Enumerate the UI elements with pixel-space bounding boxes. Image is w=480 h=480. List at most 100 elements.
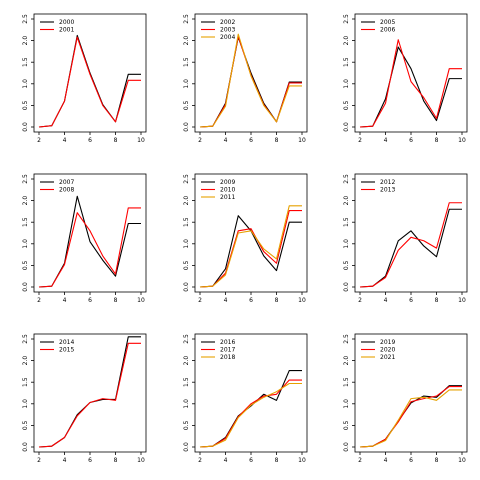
legend-label-2007: 2007 [59, 179, 74, 186]
x-tick-label: 6 [249, 137, 253, 144]
y-tick-label: 0.5 [343, 100, 350, 110]
series-line-2006 [359, 39, 462, 128]
y-tick-label: 1.5 [22, 377, 29, 387]
y-tick-label: 2.0 [343, 196, 350, 206]
legend-label-2018: 2018 [220, 354, 235, 361]
plot-frame [354, 13, 468, 133]
x-tick-label: 8 [275, 457, 279, 464]
x-tick-label: 4 [63, 297, 67, 304]
x-tick-label: 6 [409, 457, 413, 464]
legend-label-2009: 2009 [220, 179, 235, 186]
x-tick-label: 2 [37, 297, 41, 304]
legend-label-2019: 2019 [380, 339, 395, 346]
y-tick-label: 1.0 [343, 399, 350, 409]
y-tick-label: 2.5 [343, 14, 350, 24]
series-line-2002 [199, 36, 302, 128]
y-tick-label: 2.5 [22, 174, 29, 184]
legend-label-2003: 2003 [220, 27, 235, 34]
y-tick-label: 1.5 [183, 377, 190, 387]
legend-label-2002: 2002 [220, 19, 235, 26]
y-tick-label: 2.5 [183, 14, 190, 24]
series-line-2019 [359, 385, 462, 448]
series-line-2016 [199, 369, 302, 448]
y-tick-label: 1.0 [183, 239, 190, 249]
x-tick-label: 10 [458, 297, 466, 304]
x-tick-label: 4 [63, 457, 67, 464]
y-tick-label: 1.0 [22, 79, 29, 89]
y-tick-label: 0.0 [22, 122, 29, 132]
x-tick-label: 10 [458, 137, 466, 144]
series-line-2020 [359, 385, 462, 448]
y-tick-label: 0.5 [343, 420, 350, 430]
y-tick-label: 0.5 [183, 260, 190, 270]
plot-frame [194, 173, 308, 293]
series-line-2010 [199, 209, 302, 288]
legend-label-2012: 2012 [380, 179, 395, 186]
x-tick-label: 2 [358, 457, 362, 464]
y-tick-label: 0.0 [343, 442, 350, 452]
x-tick-label: 6 [409, 297, 413, 304]
y-tick-label: 0.0 [183, 442, 190, 452]
y-tick-label: 0.0 [22, 442, 29, 452]
x-tick-label: 2 [37, 137, 41, 144]
x-tick-label: 2 [358, 297, 362, 304]
x-tick-label: 10 [298, 297, 306, 304]
y-tick-label: 2.0 [22, 196, 29, 206]
plot-frame [194, 333, 308, 453]
y-tick-label: 0.5 [343, 260, 350, 270]
x-tick-label: 8 [114, 297, 118, 304]
y-tick-label: 1.5 [343, 217, 350, 227]
y-tick-label: 1.5 [183, 57, 190, 67]
x-tick-label: 8 [435, 137, 439, 144]
legend-label-2010: 2010 [220, 187, 235, 194]
x-tick-label: 8 [275, 297, 279, 304]
series-line-2011 [199, 205, 302, 288]
legend-label-2001: 2001 [59, 27, 74, 34]
y-tick-label: 1.0 [343, 79, 350, 89]
x-tick-label: 8 [114, 457, 118, 464]
x-tick-label: 4 [384, 297, 388, 304]
legend-label-2006: 2006 [380, 27, 395, 34]
legend-label-2014: 2014 [59, 339, 74, 346]
x-tick-label: 2 [198, 457, 202, 464]
y-tick-label: 2.0 [183, 356, 190, 366]
y-tick-label: 2.0 [183, 36, 190, 46]
series-line-2008 [38, 207, 141, 288]
y-tick-label: 1.0 [22, 399, 29, 409]
x-tick-label: 8 [114, 137, 118, 144]
y-tick-label: 0.0 [183, 282, 190, 292]
y-tick-label: 1.5 [343, 377, 350, 387]
series-line-2021 [359, 389, 462, 448]
x-tick-label: 4 [384, 137, 388, 144]
y-tick-label: 1.0 [343, 239, 350, 249]
plot-frame [33, 173, 147, 293]
series-line-2005 [359, 46, 462, 128]
x-tick-label: 8 [435, 457, 439, 464]
y-tick-label: 0.5 [183, 420, 190, 430]
series-line-2000 [38, 34, 141, 128]
x-tick-label: 2 [198, 137, 202, 144]
series-line-2018 [199, 382, 302, 448]
y-tick-label: 0.5 [22, 100, 29, 110]
series-line-2009 [199, 215, 302, 288]
y-tick-label: 2.0 [343, 356, 350, 366]
x-tick-label: 10 [298, 457, 306, 464]
x-tick-label: 6 [88, 457, 92, 464]
legend-label-2000: 2000 [59, 19, 74, 26]
x-tick-label: 10 [137, 137, 145, 144]
x-tick-label: 10 [298, 137, 306, 144]
legend-label-2008: 2008 [59, 187, 74, 194]
y-tick-label: 2.0 [343, 36, 350, 46]
x-tick-label: 10 [137, 297, 145, 304]
y-tick-label: 1.5 [343, 57, 350, 67]
y-tick-label: 1.5 [22, 217, 29, 227]
legend-label-2004: 2004 [220, 34, 235, 41]
plot-frame [33, 333, 147, 453]
